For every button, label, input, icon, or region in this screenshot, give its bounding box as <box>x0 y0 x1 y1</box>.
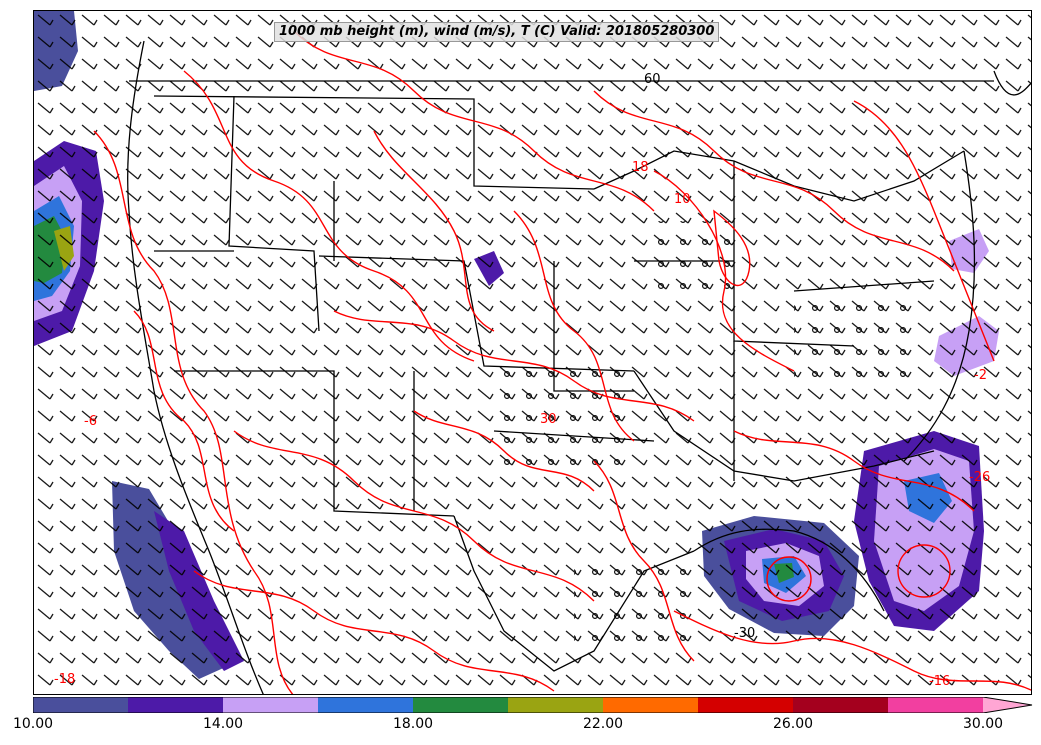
colorbar-tick-label: 22.00 <box>582 716 624 732</box>
colorbar-segment <box>698 697 794 713</box>
map-title: 1000 mb height (m), wind (m/s), T (C) Va… <box>274 22 720 42</box>
contour-label: -6 <box>84 414 97 429</box>
colorbar-segment <box>888 697 984 713</box>
contour-label: -18 <box>54 672 75 687</box>
colorbar <box>33 697 1033 713</box>
colorbar-segment <box>223 697 319 713</box>
colorbar-tick-label: 18.00 <box>392 716 434 732</box>
contour-label: -2 <box>974 368 987 383</box>
colorbar-tick-label: 10.00 <box>12 716 54 732</box>
contour-label: 30 <box>540 412 557 427</box>
colorbar-segment <box>413 697 509 713</box>
colorbar-segment <box>33 697 129 713</box>
contour-label: -16 <box>929 674 950 689</box>
colorbar-segment <box>793 697 889 713</box>
contour-label: 18 <box>632 160 649 175</box>
colorbar-segment <box>603 697 699 713</box>
temperature-contours <box>93 30 1031 694</box>
contour-labels: -6 -18 30 18 10 60 -26 -30 -2 -16 <box>54 72 990 689</box>
political-boundaries <box>127 40 1031 694</box>
colorbar-tick-label: 14.00 <box>202 716 244 732</box>
contour-label: -26 <box>969 470 990 485</box>
colorbar-tick-label: 26.00 <box>772 716 814 732</box>
weather-map: -6 -18 30 18 10 60 -26 -30 -2 -16 <box>34 11 1031 694</box>
map-frame: -6 -18 30 18 10 60 -26 -30 -2 -16 <box>33 10 1032 695</box>
colorbar-extend-arrow <box>983 697 1032 713</box>
colorbar-segment <box>318 697 414 713</box>
colorbar-tick-label: 30.00 <box>962 716 1004 732</box>
colorbar-segment <box>508 697 604 713</box>
contour-label: 10 <box>674 192 691 207</box>
contour-label: -30 <box>734 626 755 641</box>
contour-label: 60 <box>644 72 661 87</box>
colorbar-segment <box>128 697 224 713</box>
